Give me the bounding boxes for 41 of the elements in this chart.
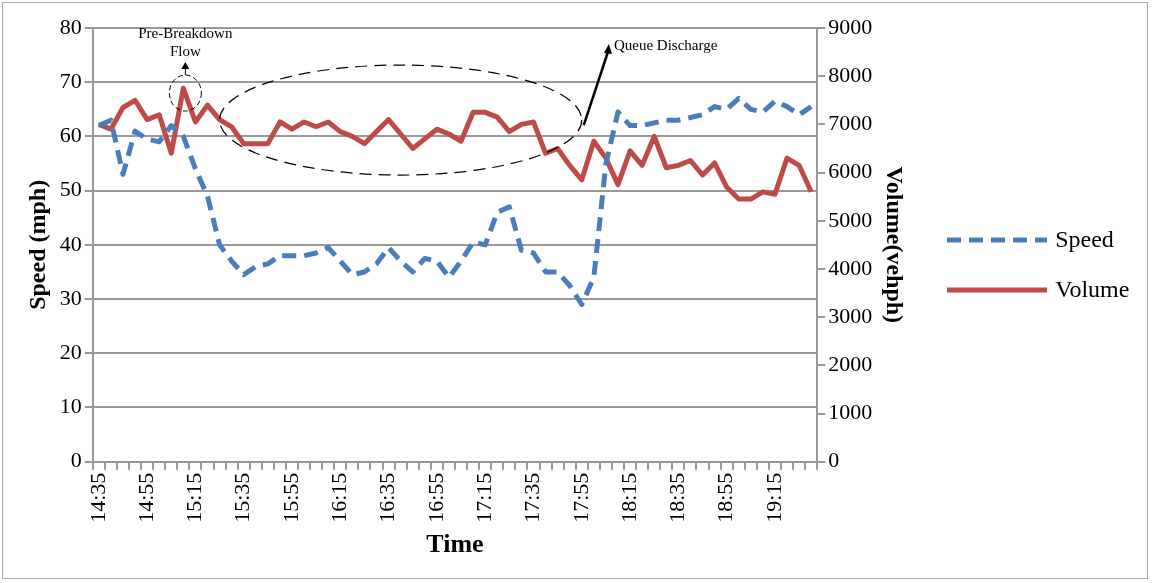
x-tick-label: 15:55 bbox=[277, 472, 303, 523]
x-tick-label: 17:15 bbox=[470, 472, 496, 523]
annotation: Queue Discharge bbox=[613, 36, 718, 54]
y2-tick-label: 9000 bbox=[828, 13, 873, 39]
y-tick-label: 80 bbox=[59, 13, 82, 39]
x-tick-label: 16:15 bbox=[326, 472, 352, 523]
y2-tick-label: 6000 bbox=[828, 158, 873, 184]
x-tick-label: 14:55 bbox=[132, 472, 158, 523]
y-tick-label: 50 bbox=[59, 176, 82, 202]
x-tick-label: 18:15 bbox=[615, 472, 641, 523]
y-tick-label: 30 bbox=[59, 284, 82, 310]
y2-tick-label: 0 bbox=[828, 447, 840, 473]
y2-tick-label: 7000 bbox=[828, 110, 873, 136]
y2-tick-label: 3000 bbox=[828, 302, 873, 328]
x-tick-label: 17:35 bbox=[519, 472, 545, 523]
x-tick-label: 17:55 bbox=[567, 472, 593, 523]
x-tick-label: 18:55 bbox=[712, 472, 738, 523]
x-tick-label: 18:35 bbox=[664, 472, 690, 523]
y2-tick-label: 1000 bbox=[828, 399, 873, 425]
y2-tick-label: 4000 bbox=[828, 254, 873, 280]
x-tick-label: 16:35 bbox=[374, 472, 400, 523]
y-tick-label: 70 bbox=[59, 67, 82, 93]
x-tick-label: 15:15 bbox=[181, 472, 207, 523]
y-tick-label: 0 bbox=[70, 447, 82, 473]
annotation: Pre-Breakdown Flow bbox=[137, 24, 234, 60]
y-tick-label: 60 bbox=[59, 122, 82, 148]
x-tick-label: 16:55 bbox=[422, 472, 448, 523]
x-axis-title: Time bbox=[426, 529, 484, 559]
y2-tick-label: 8000 bbox=[828, 61, 873, 87]
y2-tick-label: 5000 bbox=[828, 206, 873, 232]
legend-label: Speed bbox=[1055, 226, 1114, 254]
y2-tick-label: 2000 bbox=[828, 351, 873, 377]
x-tick-label: 14:35 bbox=[84, 472, 110, 523]
y-tick-label: 20 bbox=[59, 339, 82, 365]
y2-axis-title: Volume(vehph) bbox=[882, 166, 909, 324]
y-axis-title: Speed (mph) bbox=[23, 179, 50, 310]
legend-label: Volume bbox=[1055, 276, 1130, 304]
x-tick-label: 15:35 bbox=[229, 472, 255, 523]
y-tick-label: 40 bbox=[59, 230, 82, 256]
y-tick-label: 10 bbox=[59, 393, 82, 419]
x-tick-label: 19:15 bbox=[760, 472, 786, 523]
